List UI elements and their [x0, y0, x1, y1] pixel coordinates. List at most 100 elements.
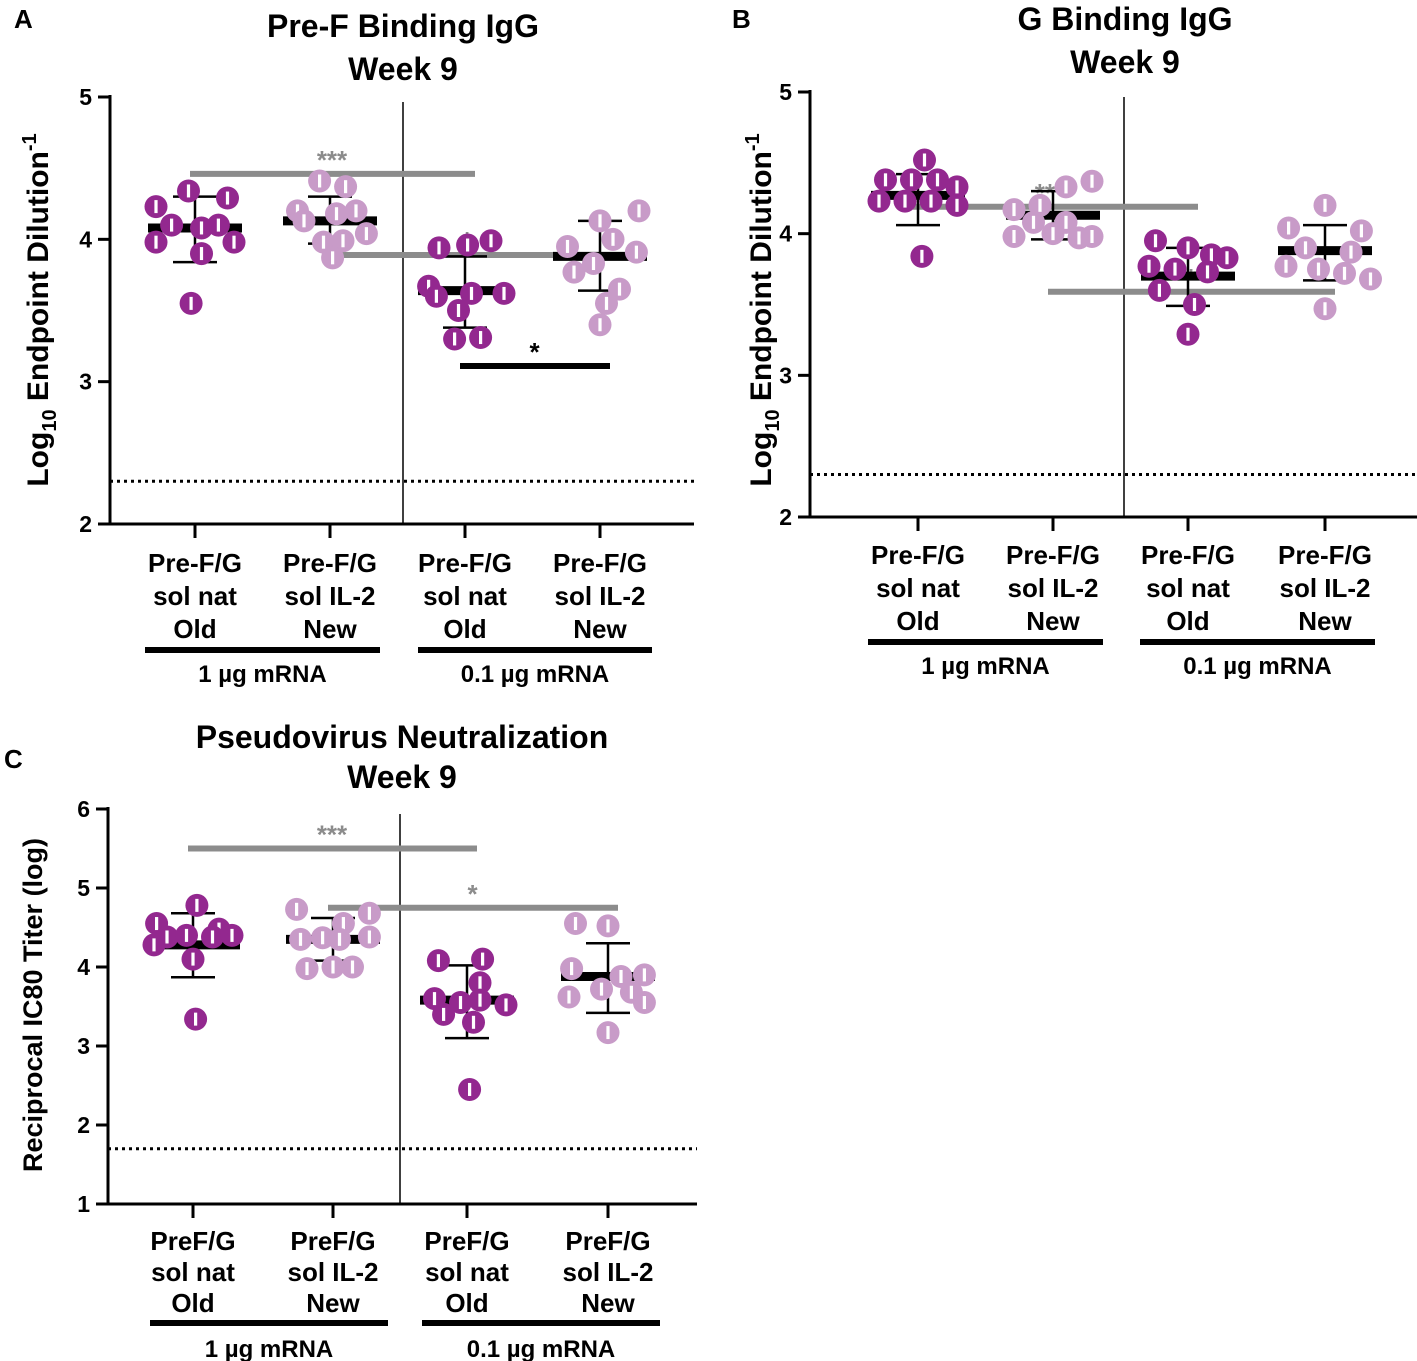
data-point-mark [1323, 198, 1327, 212]
data-point-mark [591, 257, 596, 271]
category-label-line: sol IL-2 [562, 1257, 653, 1287]
data-point-mark [565, 239, 570, 253]
data-point-mark [1225, 251, 1229, 265]
data-point-mark [155, 917, 159, 931]
data-point-mark [1012, 230, 1016, 243]
data-point-mark [567, 990, 571, 1004]
category-label-line: sol IL-2 [284, 581, 375, 611]
data-point-mark [903, 194, 907, 208]
data-point-mark [1031, 215, 1036, 229]
y-tick-label: 4 [77, 954, 90, 980]
y-tick-label: 3 [77, 1033, 90, 1059]
data-point-mark [184, 928, 189, 942]
data-point-mark [1012, 203, 1016, 217]
category-label-line: Pre-F/G [871, 540, 965, 570]
data-point-mark [195, 898, 199, 912]
data-point-mark [194, 1012, 198, 1026]
category-label-line: sol nat [876, 573, 960, 603]
y-tick-label: 2 [77, 1112, 90, 1138]
data-point-mark [442, 1007, 446, 1021]
category-label-line: Old [1166, 606, 1209, 636]
dose-group-label: 0.1 µg mRNA [467, 1336, 616, 1361]
data-point-mark [955, 180, 959, 194]
data-point-mark [199, 221, 204, 235]
category-label-line: Pre-F/G [148, 548, 242, 578]
category-label-line: sol IL-2 [554, 581, 645, 611]
data-point-mark [154, 200, 158, 214]
category-label-line: sol nat [153, 581, 237, 611]
data-point-mark [302, 214, 306, 228]
data-point-mark [321, 235, 326, 249]
category-label-line: PreF/G [424, 1226, 509, 1256]
data-point-mark [1064, 180, 1068, 194]
data-point-mark [1303, 241, 1308, 255]
data-point-mark [502, 286, 506, 300]
category-label-line: New [573, 614, 627, 644]
category-label-line: PreF/G [290, 1226, 375, 1256]
data-point-mark [186, 184, 191, 198]
category-label-line: New [306, 1288, 360, 1318]
data-point-mark [466, 238, 470, 252]
y-tick-label: 4 [779, 221, 792, 247]
panel-letter: B [732, 4, 751, 34]
data-point-mark [642, 996, 646, 1010]
data-point-mark [935, 173, 940, 187]
category-label-line: Old [896, 606, 939, 636]
data-point-mark [634, 245, 638, 259]
data-point-mark [437, 241, 441, 255]
data-point-mark [606, 919, 610, 933]
category-label-line: sol nat [1146, 573, 1230, 603]
data-point-mark [570, 962, 574, 976]
y-tick-label: 1 [77, 1191, 90, 1217]
dose-group-label: 1 µg mRNA [198, 661, 327, 688]
data-point-mark [637, 204, 641, 218]
data-point-mark [469, 286, 474, 300]
y-axis-label: Log10 Endpoint Dilution-1 [19, 133, 61, 486]
data-point-mark [1157, 283, 1161, 297]
data-point-mark [619, 969, 623, 983]
data-point-mark [929, 194, 933, 208]
data-point-mark [479, 331, 483, 345]
chart-title-line: Pre-F Binding IgG [267, 8, 539, 44]
data-point-mark [468, 1082, 472, 1096]
y-tick-label: 5 [79, 84, 92, 110]
data-point-mark [341, 234, 345, 248]
data-point-mark [617, 282, 622, 296]
data-point-mark [611, 232, 615, 246]
category-label-line: PreF/G [565, 1226, 650, 1256]
y-tick-label: 3 [79, 369, 92, 395]
chart-title-line: Week 9 [1070, 44, 1180, 80]
data-point-mark [606, 1026, 610, 1040]
data-point-mark [295, 204, 300, 218]
category-label-line: Old [173, 614, 216, 644]
data-point-mark [154, 235, 158, 249]
data-point-mark [1064, 215, 1068, 229]
data-point-mark [458, 996, 463, 1010]
data-point-mark [453, 332, 457, 346]
category-label-line: Pre-F/G [1006, 540, 1100, 570]
data-point-mark [599, 982, 604, 996]
data-point-mark [191, 952, 195, 966]
dose-group-label: 0.1 µg mRNA [1183, 653, 1332, 680]
data-point-mark [427, 279, 431, 293]
category-label-line: Old [171, 1288, 214, 1318]
panel-letter: A [14, 4, 33, 34]
data-point-mark [165, 930, 169, 944]
category-label-line: Old [445, 1288, 488, 1318]
data-point-mark [481, 952, 485, 966]
data-point-mark [598, 318, 602, 332]
data-point-mark [478, 993, 482, 1007]
data-point-mark [877, 194, 881, 208]
data-point-mark [883, 173, 888, 187]
data-point-mark [170, 218, 174, 232]
data-point-mark [1349, 245, 1353, 259]
data-point-mark [456, 304, 461, 317]
data-point-mark [573, 917, 578, 931]
chart-title-line: Week 9 [347, 759, 457, 795]
chart-title-line: Pseudovirus Neutralization [196, 719, 609, 755]
data-point-mark [1323, 302, 1327, 316]
data-point-mark [1153, 234, 1158, 248]
significance-stars: * [467, 879, 478, 909]
y-axis-label: Reciprocal IC80 Titer (log) [18, 838, 48, 1172]
